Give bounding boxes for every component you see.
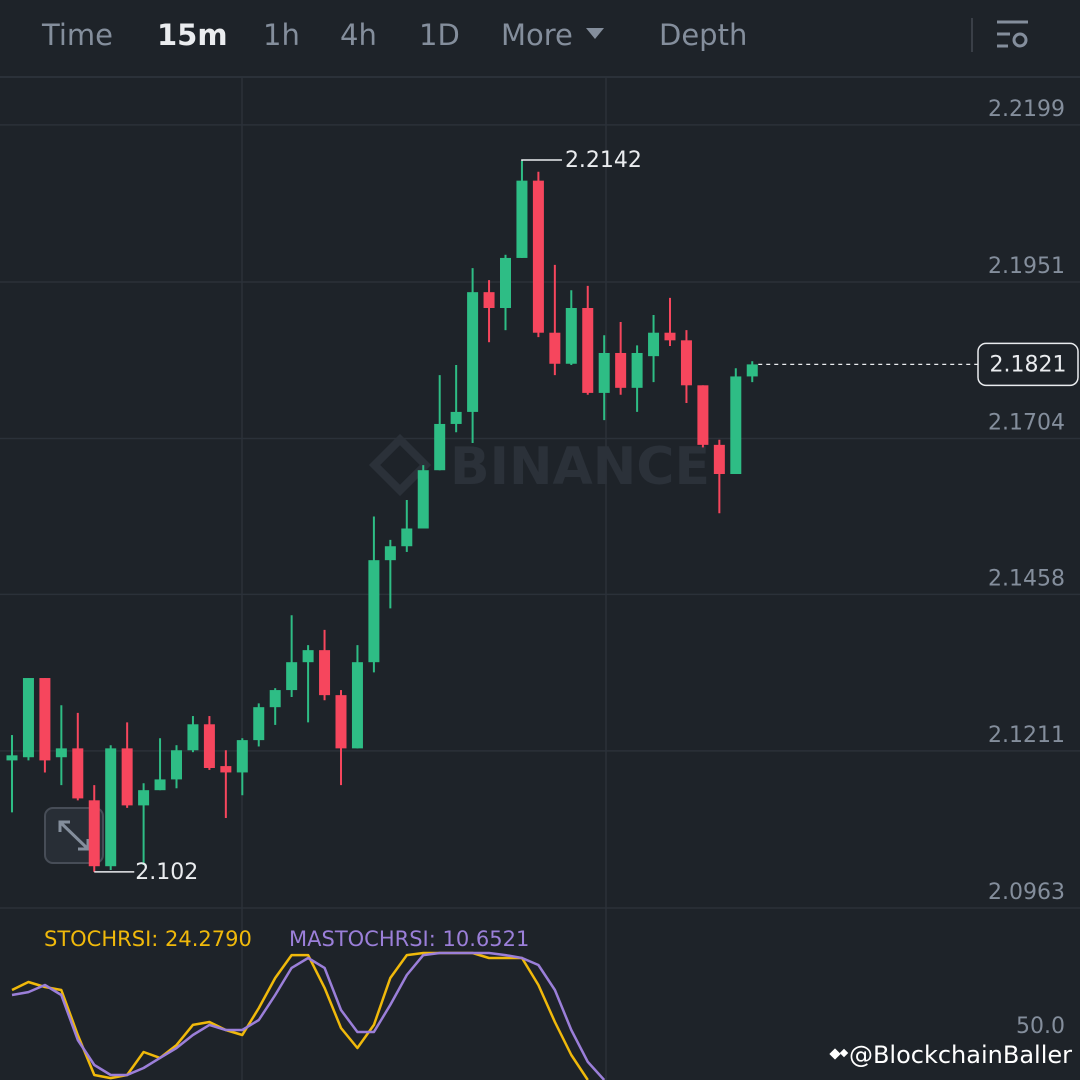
candle-body <box>55 748 67 758</box>
y-tick-label: 50.0 <box>1016 1014 1065 1039</box>
y-tick-label: 2.0963 <box>988 880 1065 905</box>
candle-body <box>746 364 758 377</box>
indicator-line <box>11 951 606 1080</box>
candle-body <box>88 800 100 867</box>
timeframe-tab[interactable]: Time <box>41 18 113 52</box>
candle-body <box>72 748 84 799</box>
candle-body <box>434 423 446 471</box>
candle-body <box>697 385 709 445</box>
candle-body <box>351 662 363 749</box>
candle-body <box>664 332 676 341</box>
candle-body <box>500 257 511 309</box>
y-tick-label: 2.2199 <box>988 97 1065 122</box>
candle-body <box>631 352 643 388</box>
candle-body <box>203 724 215 769</box>
candle-body <box>335 695 347 749</box>
candle-body <box>121 748 133 806</box>
candle-body <box>648 332 660 357</box>
indicator-line <box>11 951 589 1080</box>
more-caret[interactable] <box>586 28 604 39</box>
candle-body <box>730 376 742 475</box>
y-tick-label: 2.1211 <box>988 723 1065 748</box>
timeframe-tab[interactable]: 15m <box>157 18 228 52</box>
candle-body <box>450 411 462 424</box>
low-label: 2.102 <box>135 860 198 885</box>
candle-body <box>582 308 594 393</box>
candle-body <box>236 740 248 773</box>
watermark-logo <box>368 433 432 497</box>
candle-body <box>467 292 479 412</box>
legend-entry: STOCHRSI: 24.2790 <box>44 927 252 951</box>
candle-body <box>220 766 232 773</box>
candle-body <box>39 678 51 761</box>
candle-body <box>417 470 429 529</box>
high-label: 2.2142 <box>565 148 642 173</box>
timeframe-tab[interactable]: Depth <box>659 18 747 52</box>
candle-body <box>6 755 18 761</box>
candle-body <box>105 748 117 867</box>
stoch-lines <box>11 951 606 1080</box>
candle-body <box>253 707 265 741</box>
timeframe-tab[interactable]: More <box>501 18 573 52</box>
candle-body <box>138 790 150 806</box>
candle-body <box>154 779 166 791</box>
legend-entry: MASTOCHRSI: 10.6521 <box>289 927 529 951</box>
credit: @BlockchainBaller <box>849 1041 1072 1069</box>
candle-body <box>532 180 544 333</box>
candle-body <box>401 528 413 547</box>
price-box <box>977 342 1079 387</box>
candle-body <box>319 650 331 696</box>
candle-body <box>302 650 314 663</box>
settings-icon[interactable] <box>997 20 1028 48</box>
current-price: 2.1821 <box>990 352 1067 377</box>
candle-body <box>549 332 561 364</box>
candle-body <box>22 678 34 758</box>
candle-body <box>483 292 495 309</box>
y-tick-label: 2.1951 <box>988 254 1065 279</box>
timeframe-tab[interactable]: 4h <box>340 18 377 52</box>
candle-body <box>368 560 380 663</box>
candle-body <box>516 180 528 258</box>
candle-body <box>286 662 298 691</box>
candle-body <box>171 750 182 780</box>
candle-body <box>713 444 725 475</box>
candle-body <box>187 724 199 751</box>
credit-logo <box>829 1048 849 1060</box>
candle-body <box>565 308 577 364</box>
y-tick-label: 2.1458 <box>988 566 1065 591</box>
candle-body <box>598 352 610 393</box>
candle-body <box>269 690 281 708</box>
candle-body <box>680 340 692 386</box>
timeframe-tab[interactable]: 1D <box>419 18 460 52</box>
timeframe-tab[interactable]: 1h <box>263 18 300 52</box>
y-tick-label: 2.1704 <box>988 411 1065 436</box>
candle-body <box>384 546 396 561</box>
watermark: BINANCE <box>450 437 710 497</box>
expand-icon[interactable] <box>58 820 90 851</box>
high-marker <box>521 159 562 162</box>
candle-body <box>615 352 627 388</box>
